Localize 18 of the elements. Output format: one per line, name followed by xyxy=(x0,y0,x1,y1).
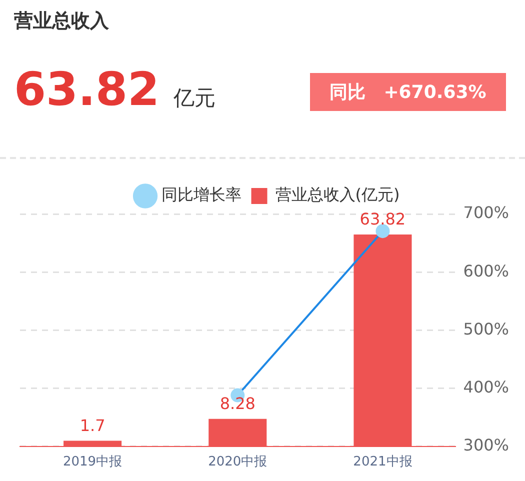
y2-tick-label: 700% xyxy=(463,203,510,222)
y2-tick-label: 300% xyxy=(463,436,510,455)
x-tick-label: 2019中报 xyxy=(62,454,122,470)
y2-tick-label: 400% xyxy=(463,377,510,396)
y2-tick-label: 500% xyxy=(463,319,510,338)
text: 同比 xyxy=(330,81,366,104)
x-tick-label: 2021中报 xyxy=(353,454,412,470)
data-label: 8.28 xyxy=(220,394,256,414)
data-label: 1.7 xyxy=(80,416,106,435)
text: +670.63% xyxy=(384,82,486,102)
x-tick-label: 2020中报 xyxy=(208,454,268,470)
chart-title: 营业总收入 xyxy=(14,9,109,34)
y2-tick-label: 600% xyxy=(463,261,510,280)
text: 63.82 xyxy=(14,62,160,116)
data-label: 63.82 xyxy=(360,210,406,229)
legend-label: 营业总收入(亿元) xyxy=(275,185,400,204)
text: 亿元 xyxy=(174,85,216,112)
legend-label: 同比增长率 xyxy=(161,185,242,204)
